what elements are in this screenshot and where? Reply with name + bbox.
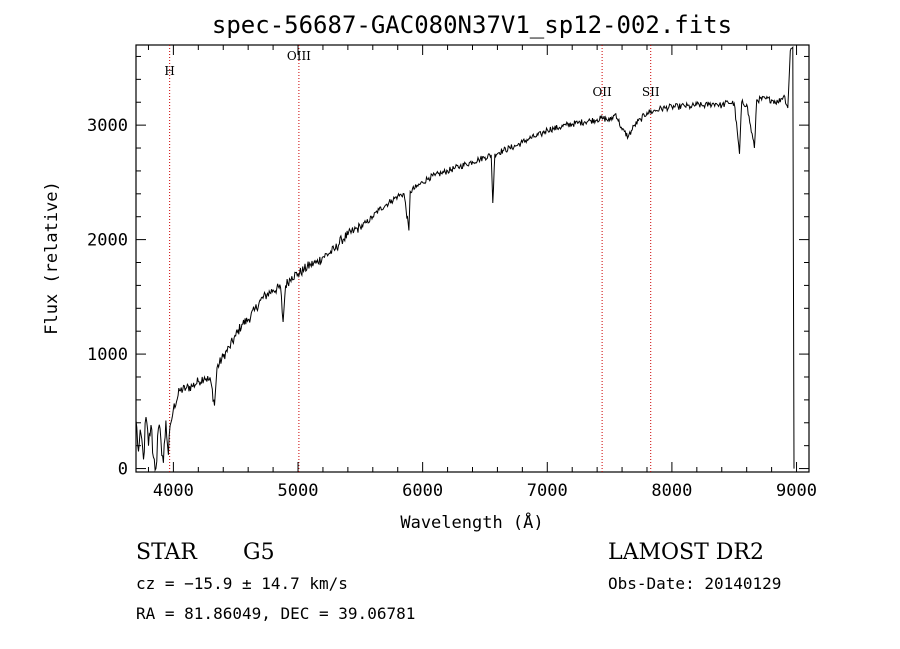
marker-label-sii: SII — [642, 85, 660, 99]
marker-label-oiii: OIII — [287, 49, 311, 63]
y-tick-label: 2000 — [87, 231, 128, 251]
marker-label-h: H — [164, 64, 174, 78]
axis-ticks: 4000 5000 6000 7000 8000 9000 0 1000 2000 3000 — [87, 45, 817, 501]
coordinates: RA = 81.86049, DEC = 39.06781 — [136, 604, 415, 623]
marker-label-oii: OII — [592, 85, 612, 99]
obs-date: Obs-Date: 20140129 — [608, 574, 781, 593]
emission-line-markers: H OIII OII SII — [164, 45, 660, 472]
x-axis-label: Wavelength (Å) — [400, 511, 543, 533]
object-class: STAR — [136, 540, 198, 565]
x-tick-label: 6000 — [402, 481, 443, 501]
x-tick-label: 4000 — [153, 481, 194, 501]
x-tick-label: 8000 — [651, 481, 692, 501]
plot-frame — [135, 44, 810, 473]
chart-title: spec-56687-GAC080N37V1_sp12-002.fits — [212, 11, 732, 39]
y-tick-label: 0 — [118, 460, 128, 480]
y-axis-label: Flux (relative) — [42, 181, 62, 335]
y-tick-label: 1000 — [87, 345, 128, 365]
object-subclass: G5 — [243, 540, 275, 565]
x-tick-label: 5000 — [278, 481, 319, 501]
velocity-readout: cz = −15.9 ± 14.7 km/s — [136, 574, 348, 593]
spectrum-line — [135, 45, 795, 473]
y-tick-label: 3000 — [87, 116, 128, 136]
x-tick-label: 7000 — [527, 481, 568, 501]
spectrum-series — [135, 45, 795, 473]
x-tick-label: 9000 — [776, 481, 817, 501]
survey-name: LAMOST DR2 — [608, 540, 764, 565]
